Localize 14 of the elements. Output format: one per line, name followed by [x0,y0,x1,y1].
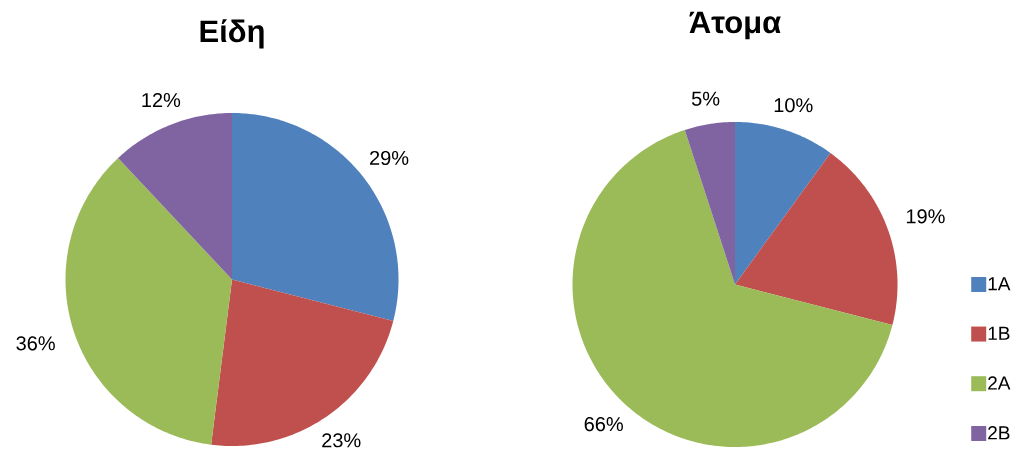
legend-label: 1A [988,277,1011,291]
data-label: 10% [774,98,813,113]
legend-label: 2B [988,426,1010,440]
data-label: 23% [322,433,361,448]
legend-label: 2A [988,376,1011,390]
data-label: 12% [142,92,181,108]
chart-title: Άτομα [689,11,781,40]
data-label: 5% [691,91,720,106]
data-label: 36% [16,336,55,351]
data-label: 19% [906,209,945,224]
legend-label: 1B [988,326,1010,340]
data-label: 29% [370,150,409,166]
data-label: 66% [584,417,623,432]
chart-title: Είδη [200,19,264,49]
